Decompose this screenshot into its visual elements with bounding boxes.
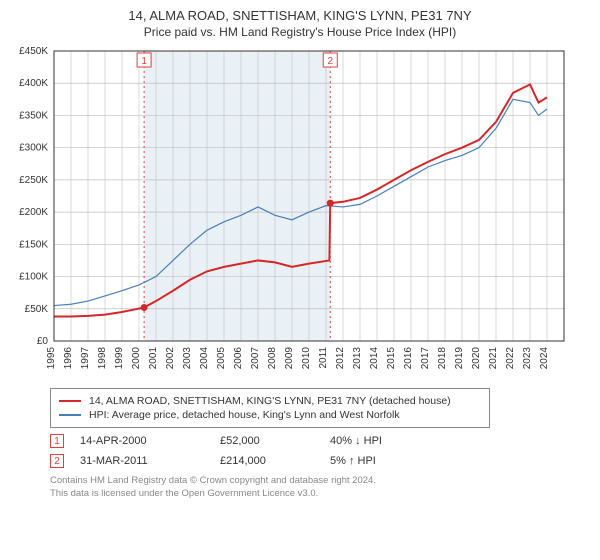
xtick-label: 2011 [318, 347, 329, 369]
legend: 14, ALMA ROAD, SNETTISHAM, KING'S LYNN, … [50, 388, 490, 428]
chart-area: £0 £50K £100K £150K £200K £250K £300K £350K £400… [10, 45, 590, 380]
marker-label: 1 [141, 56, 147, 67]
ytick-label: £450K [19, 46, 48, 57]
marker-label: 2 [327, 56, 333, 67]
ytick-label: £100K [19, 272, 48, 283]
legend-swatch [59, 414, 81, 415]
xtick-label: 2006 [233, 347, 244, 370]
footer-line-1: Contains HM Land Registry data © Crown c… [50, 474, 590, 487]
legend-label: 14, ALMA ROAD, SNETTISHAM, KING'S LYNN, … [89, 395, 451, 407]
transaction-price: £52,000 [220, 435, 330, 447]
series-dot [327, 200, 334, 207]
xtick-label: 2003 [182, 347, 193, 370]
xtick-label: 2013 [352, 347, 363, 370]
footer-line-2: This data is licensed under the Open Gov… [50, 487, 590, 500]
attribution-footer: Contains HM Land Registry data © Crown c… [50, 474, 590, 501]
transaction-price: £214,000 [220, 455, 330, 467]
line-chart: £0 £50K £100K £150K £200K £250K £300K £350K £400… [10, 45, 570, 375]
xtick-label: 2004 [199, 347, 210, 370]
series-dot [141, 304, 148, 311]
ytick-label: £150K [19, 239, 48, 250]
legend-row: 14, ALMA ROAD, SNETTISHAM, KING'S LYNN, … [59, 395, 481, 407]
transaction-diff: 5% ↑ HPI [330, 455, 450, 467]
xtick-label: 1995 [46, 347, 57, 370]
xtick-label: 2009 [284, 347, 295, 370]
transaction-marker: 2 [50, 454, 64, 468]
transaction-row: 2 31-MAR-2011£214,0005% ↑ HPI [50, 454, 550, 468]
xtick-label: 2016 [403, 347, 414, 370]
ytick-label: £350K [19, 110, 48, 121]
xtick-label: 1997 [80, 347, 91, 370]
ytick-label: £200K [19, 207, 48, 218]
xtick-label: 2021 [488, 347, 499, 370]
xtick-label: 1996 [63, 347, 74, 370]
xtick-label: 2000 [131, 347, 142, 370]
chart-title: 14, ALMA ROAD, SNETTISHAM, KING'S LYNN, … [10, 8, 590, 23]
ytick-label: £50K [25, 304, 49, 315]
xtick-label: 2001 [148, 347, 159, 370]
transaction-date: 14-APR-2000 [80, 435, 220, 447]
xtick-label: 2015 [386, 347, 397, 370]
xtick-label: 2010 [301, 347, 312, 370]
transaction-row: 1 14-APR-2000£52,00040% ↓ HPI [50, 434, 550, 448]
xtick-label: 1999 [114, 347, 125, 370]
xtick-label: 2019 [454, 347, 465, 370]
transaction-marker: 1 [50, 434, 64, 448]
xtick-label: 2024 [539, 347, 550, 370]
ytick-label: £250K [19, 175, 48, 186]
ytick-label: £400K [19, 78, 48, 89]
transaction-diff: 40% ↓ HPI [330, 435, 450, 447]
xtick-label: 2022 [505, 347, 516, 370]
xtick-label: 2023 [522, 347, 533, 370]
chart-container: 14, ALMA ROAD, SNETTISHAM, KING'S LYNN, … [0, 0, 600, 509]
xtick-label: 2002 [165, 347, 176, 370]
transaction-date: 31-MAR-2011 [80, 455, 220, 467]
ytick-label: £300K [19, 143, 48, 154]
xtick-label: 2014 [369, 347, 380, 370]
xtick-label: 2018 [437, 347, 448, 370]
xtick-label: 2017 [420, 347, 431, 370]
legend-row: HPI: Average price, detached house, King… [59, 409, 481, 421]
transaction-table: 1 14-APR-2000£52,00040% ↓ HPI 2 31-MAR-2011… [50, 434, 550, 468]
xtick-label: 2005 [216, 347, 227, 370]
title-block: 14, ALMA ROAD, SNETTISHAM, KING'S LYNN, … [10, 8, 590, 39]
legend-swatch [59, 400, 81, 402]
chart-subtitle: Price paid vs. HM Land Registry's House … [10, 25, 590, 39]
xtick-label: 2012 [335, 347, 346, 370]
xtick-label: 2007 [250, 347, 261, 370]
legend-label: HPI: Average price, detached house, King… [89, 409, 400, 421]
xtick-label: 2020 [471, 347, 482, 370]
ytick-label: £0 [37, 336, 49, 347]
xtick-label: 2008 [267, 347, 278, 370]
shaded-band [144, 51, 330, 341]
xtick-label: 1998 [97, 347, 108, 370]
